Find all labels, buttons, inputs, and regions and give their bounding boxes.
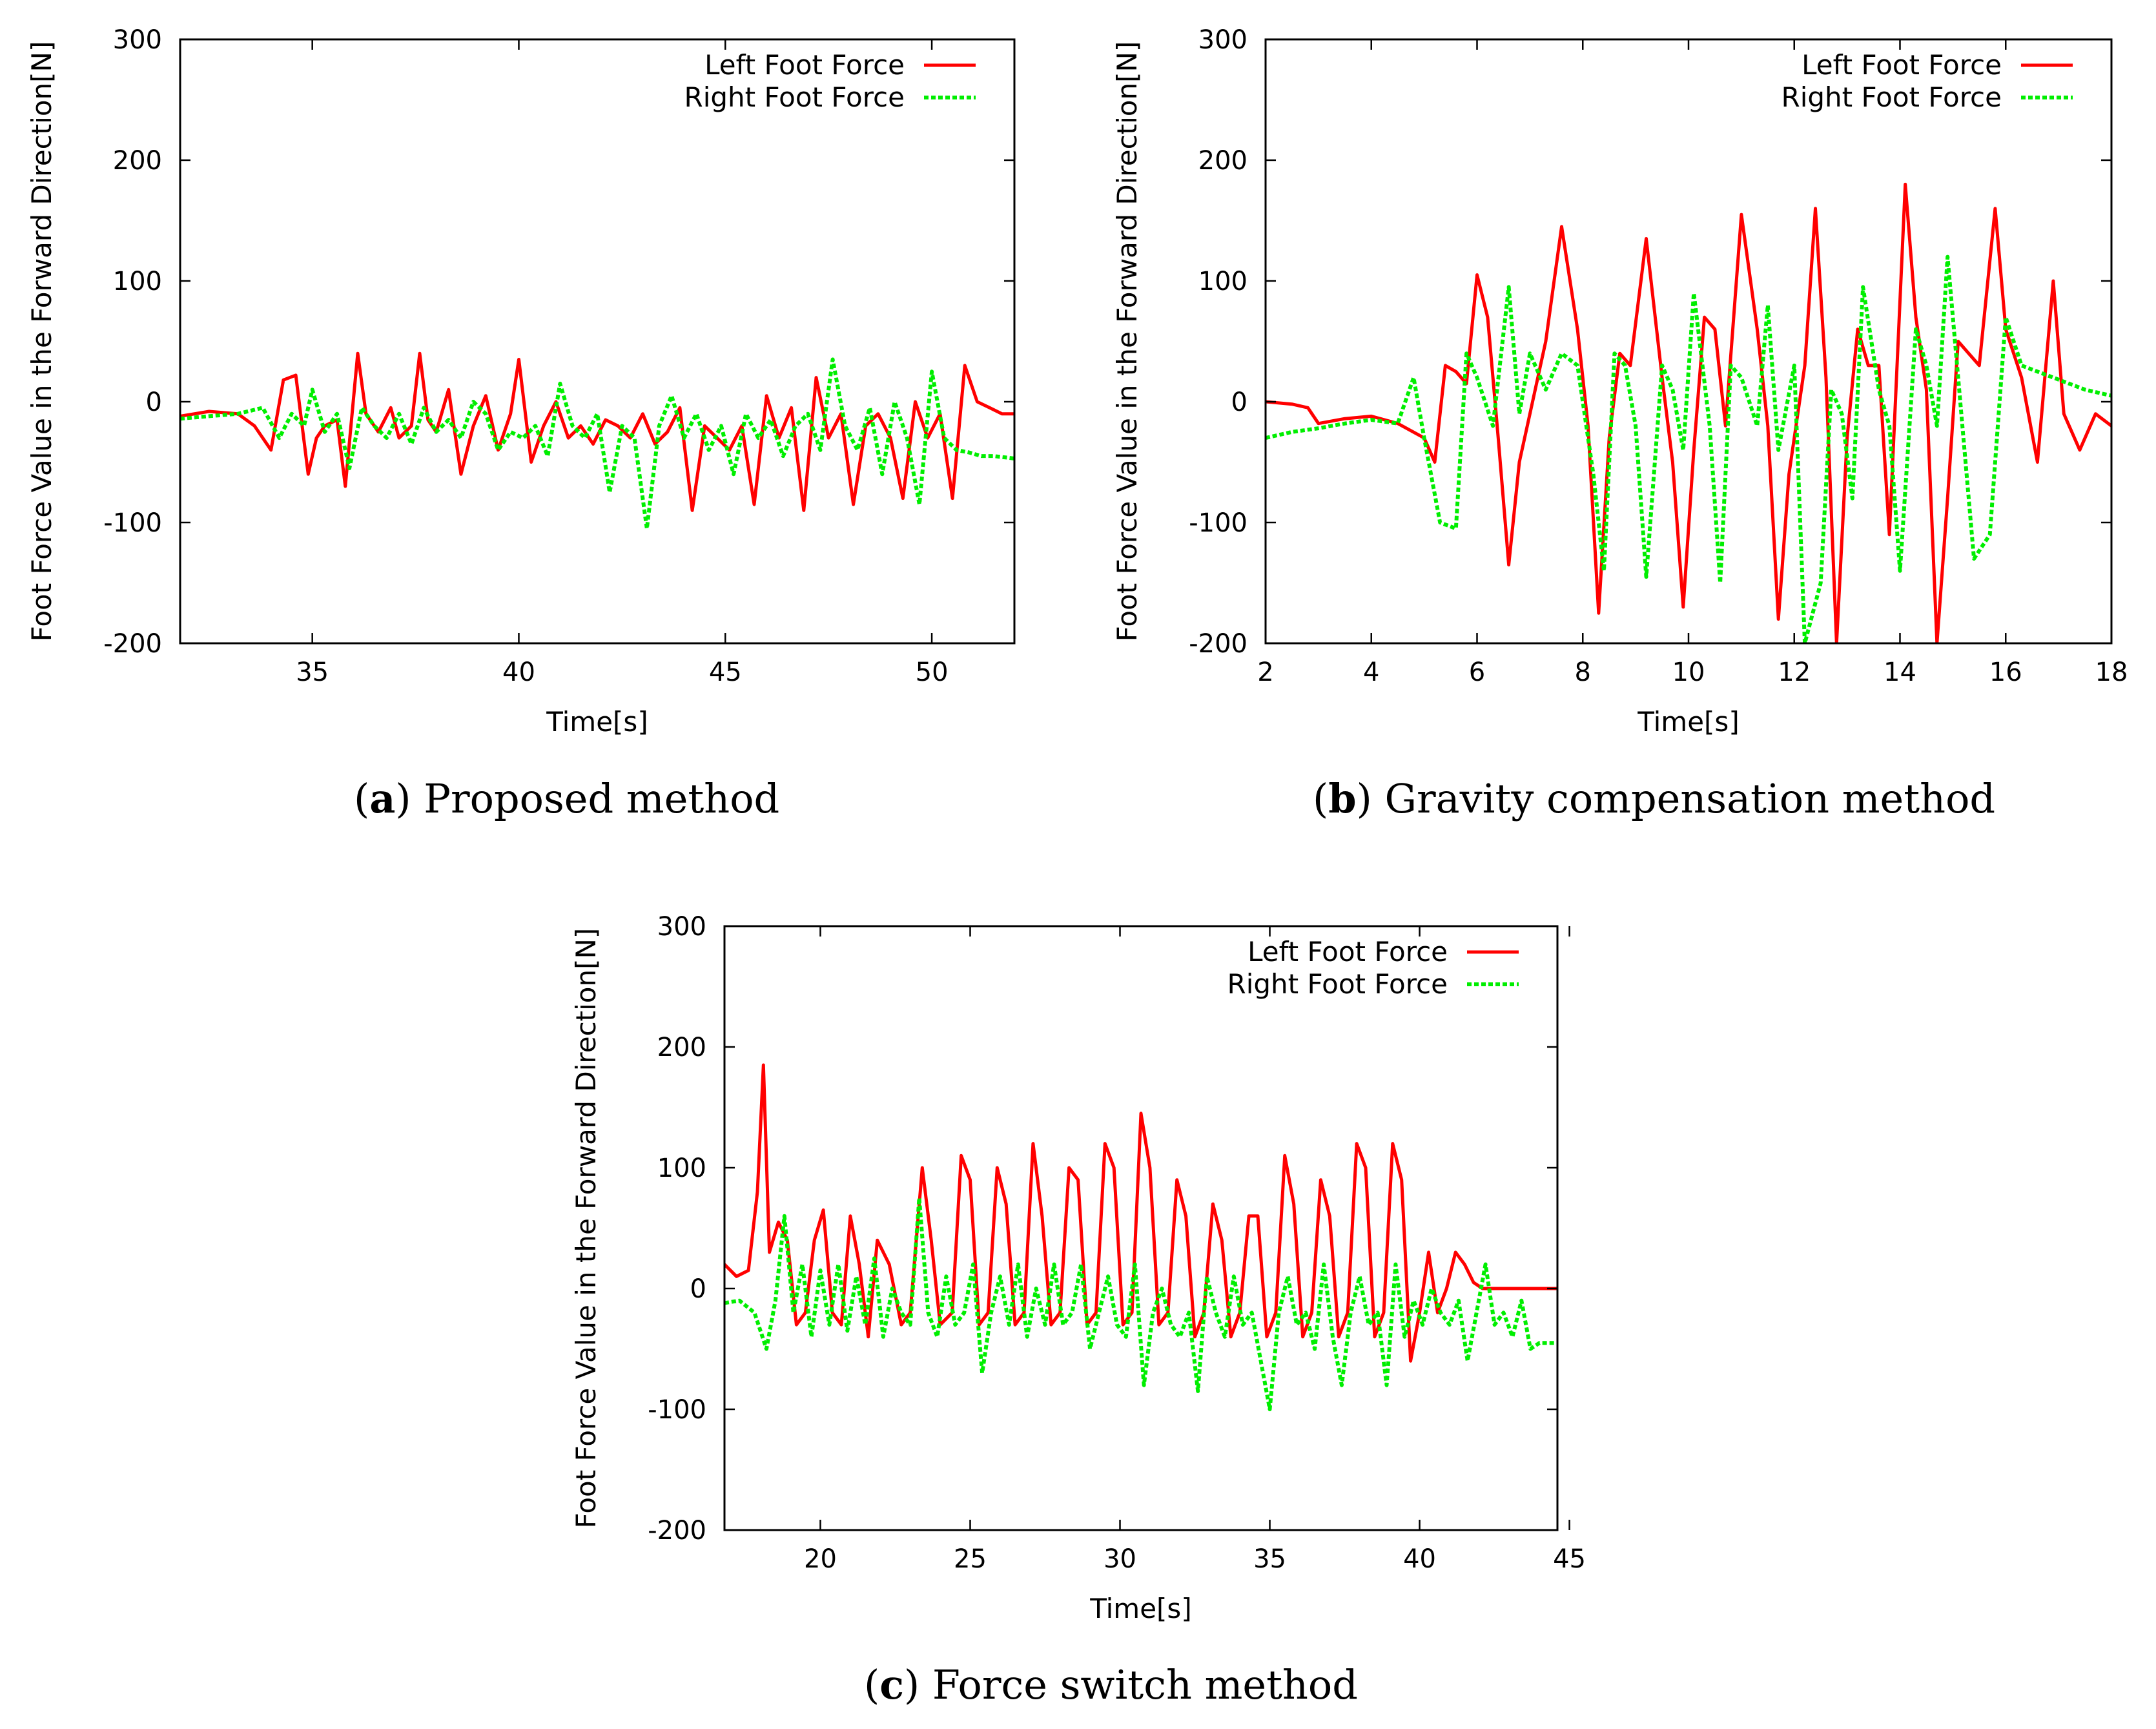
caption-text: Proposed method bbox=[424, 775, 780, 822]
series-line-right-foot bbox=[180, 357, 1014, 531]
x-tick-label: 50 bbox=[916, 657, 949, 687]
y-axis-label: Foot Force Value in the Forward Directio… bbox=[570, 928, 602, 1529]
y-tick-label: -100 bbox=[648, 1395, 706, 1425]
series-line-left-foot bbox=[1266, 182, 2111, 643]
y-tick-label: -100 bbox=[103, 508, 162, 538]
y-tick-label: 300 bbox=[657, 912, 706, 942]
x-tick-label: 30 bbox=[1104, 1544, 1136, 1574]
legend-label: Left Foot Force bbox=[1802, 49, 2002, 81]
y-tick-label: -200 bbox=[648, 1516, 706, 1546]
x-tick-label: 16 bbox=[1989, 657, 2022, 687]
x-axis-label: Time[s] bbox=[1637, 706, 1739, 738]
x-axis-label: Time[s] bbox=[1089, 1593, 1191, 1624]
chart-panel-a: -200 -100 0 100 200 300 35 40 45 50 Time[s] Foot Fo… bbox=[26, 25, 1016, 738]
x-tick-label: 45 bbox=[709, 657, 742, 687]
x-axis-label: Time[s] bbox=[546, 706, 648, 738]
caption-letter: a bbox=[369, 775, 396, 822]
x-tick-label: 4 bbox=[1363, 657, 1379, 687]
x-tick-label: 2 bbox=[1257, 657, 1273, 687]
y-tick-label: 0 bbox=[690, 1274, 706, 1304]
caption-letter: c bbox=[879, 1661, 904, 1708]
caption-b: (b) Gravity compensation method bbox=[1313, 775, 1996, 822]
y-tick-label: 200 bbox=[657, 1033, 706, 1062]
y-tick-label: 100 bbox=[113, 267, 162, 296]
y-tick-label: 200 bbox=[1198, 146, 1247, 176]
y-tick-label: 300 bbox=[1198, 25, 1247, 55]
legend-label: Left Foot Force bbox=[1247, 936, 1448, 968]
y-tick-label: 300 bbox=[113, 25, 162, 55]
caption-text: Force switch method bbox=[932, 1661, 1358, 1708]
y-tick-label: 0 bbox=[146, 388, 162, 417]
y-tick-label: 100 bbox=[1198, 267, 1247, 296]
x-tick-label: 20 bbox=[804, 1544, 837, 1574]
series-line-right-foot bbox=[1266, 254, 2111, 643]
chart-panel-b: -200 -100 0 100 200 300 2 4 6 8 10 12 14 16 18 Time[s] F… bbox=[1111, 25, 2128, 738]
x-tick-label: 25 bbox=[954, 1544, 987, 1574]
series-line-right-foot bbox=[724, 1196, 1557, 1411]
x-tick-label: 14 bbox=[1884, 657, 1916, 687]
caption-text: Gravity compensation method bbox=[1384, 775, 1996, 822]
caption-letter: b bbox=[1328, 775, 1357, 822]
x-tick-label: 6 bbox=[1469, 657, 1485, 687]
x-tick-label: 40 bbox=[502, 657, 535, 687]
x-tick-label: 40 bbox=[1403, 1544, 1436, 1574]
x-tick-label: 10 bbox=[1672, 657, 1705, 687]
plot-frame bbox=[179, 38, 1016, 645]
x-tick-label: 45 bbox=[1553, 1544, 1586, 1574]
y-axis-label: Foot Force Value in the Forward Directio… bbox=[26, 41, 57, 642]
y-tick-label: 0 bbox=[1231, 388, 1247, 417]
caption-a: (a) Proposed method bbox=[354, 775, 780, 822]
caption-c: (c) Force switch method bbox=[864, 1661, 1358, 1708]
x-tick-label: 35 bbox=[1253, 1544, 1286, 1574]
x-tick-label: 35 bbox=[296, 657, 329, 687]
legend-label: Right Foot Force bbox=[1227, 968, 1448, 1000]
legend-label: Left Foot Force bbox=[704, 49, 905, 81]
plot-frame bbox=[1264, 38, 2113, 645]
x-tick-label: 12 bbox=[1778, 657, 1811, 687]
x-tick-label: 18 bbox=[2095, 657, 2128, 687]
chart-panel-c: -200 -100 0 100 200 300 20 25 30 35 40 45 Time[s] Foo… bbox=[570, 912, 1586, 1624]
x-tick-label: 8 bbox=[1575, 657, 1591, 687]
series-line-left-foot bbox=[724, 1063, 1557, 1363]
plot-frame bbox=[723, 925, 1559, 1531]
y-tick-label: -100 bbox=[1189, 508, 1247, 538]
y-tick-label: -200 bbox=[1189, 629, 1247, 659]
legend-label: Right Foot Force bbox=[684, 81, 905, 113]
legend-label: Right Foot Force bbox=[1781, 81, 2002, 113]
y-tick-label: 100 bbox=[657, 1154, 706, 1183]
y-tick-label: -200 bbox=[103, 629, 162, 659]
y-tick-label: 200 bbox=[113, 146, 162, 176]
y-axis-label: Foot Force Value in the Forward Directio… bbox=[1111, 41, 1143, 642]
